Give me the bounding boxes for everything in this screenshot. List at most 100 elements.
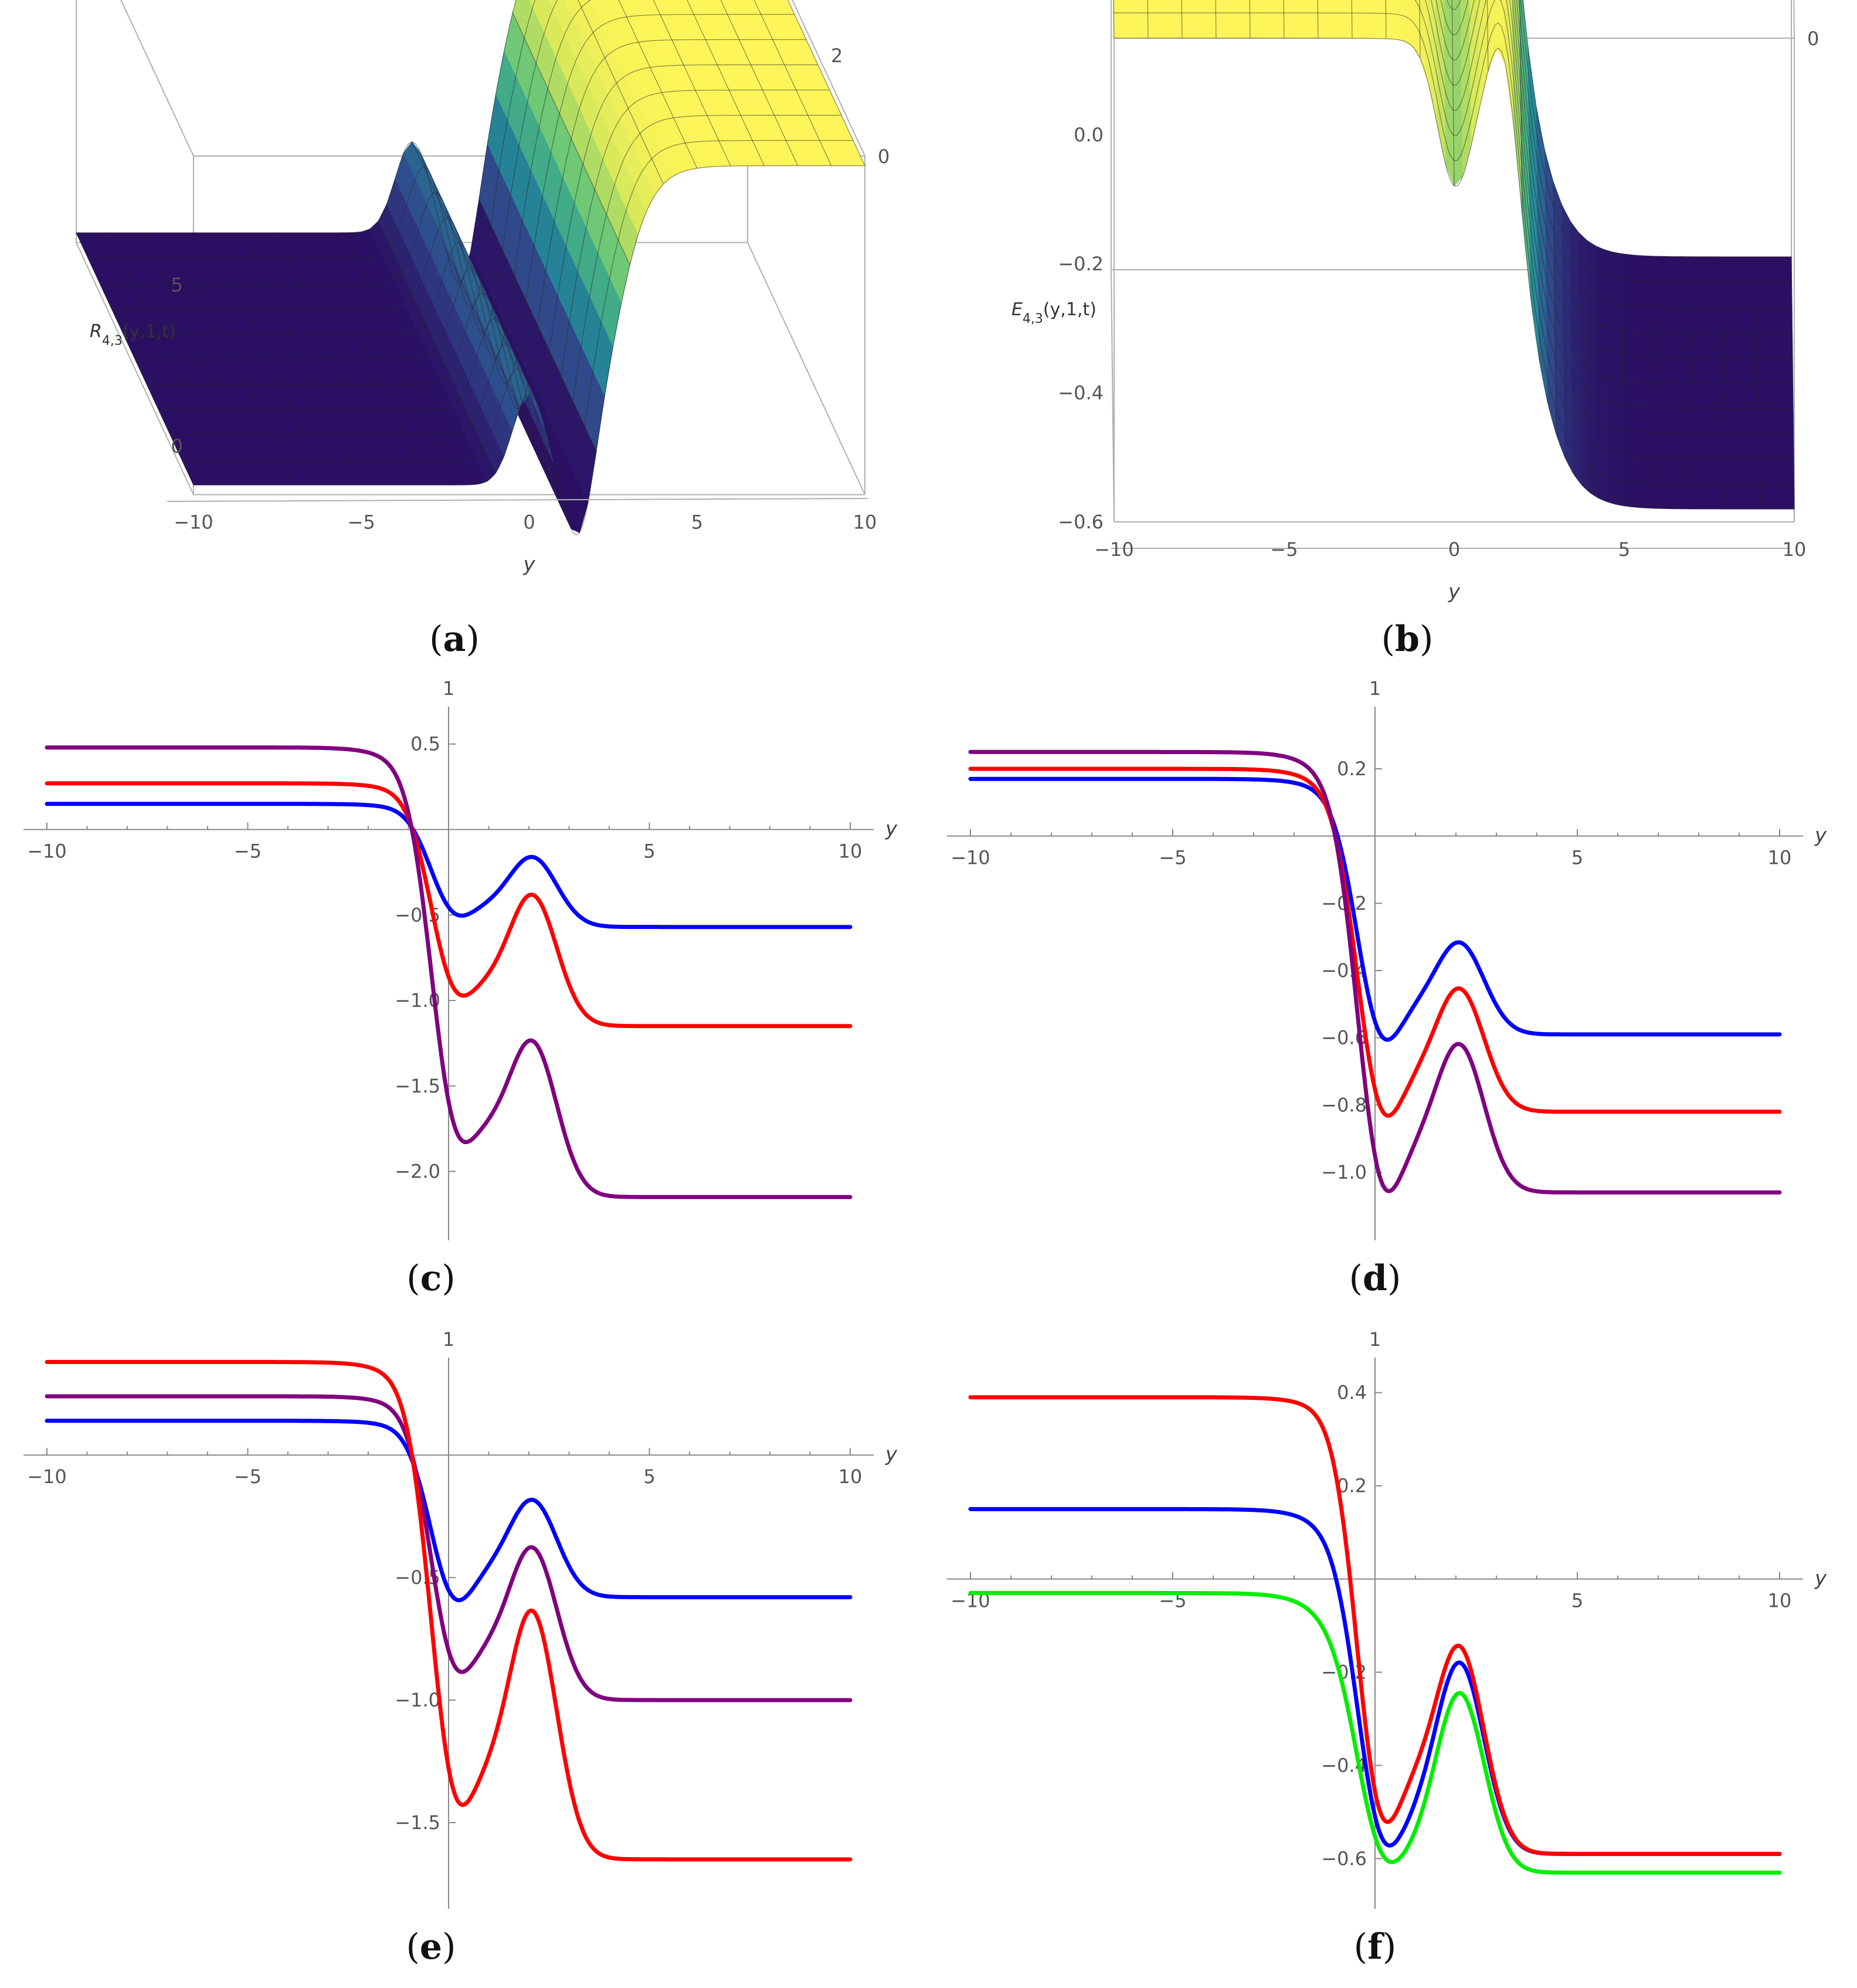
surface-patch	[1605, 350, 1615, 379]
surface-patch	[1216, 12, 1225, 39]
surface-patch	[1757, 307, 1767, 333]
panel-label-letter: e	[420, 1926, 442, 1967]
panel-label: (b)	[1381, 619, 1434, 660]
surface-patch	[1326, 12, 1336, 39]
surface-patch	[1672, 307, 1682, 333]
surface-patch	[1665, 407, 1675, 434]
mesh-line-y	[1519, 0, 1523, 215]
surface-patch	[1708, 433, 1717, 459]
surface-patch	[1267, 12, 1276, 39]
surface-patch	[1275, 12, 1285, 39]
surface-patch	[1732, 256, 1741, 283]
box-edge	[76, 242, 194, 495]
surface-patch	[1740, 307, 1750, 333]
surface-patch	[1742, 458, 1752, 484]
series-2-line	[45, 1360, 853, 1862]
surface-patch	[1638, 306, 1648, 332]
surface-patch	[1758, 332, 1767, 358]
surface-patch	[1777, 483, 1786, 510]
z-label-main: R	[90, 321, 102, 342]
mesh-line-t	[1520, 0, 1792, 283]
surface-patch	[1717, 483, 1727, 510]
panel-a-surface-plot: −10−50510y024t05R4,3(y,1,t)(a)	[76, 0, 890, 660]
series-0-line	[968, 776, 1782, 1042]
x-tick-label: −10	[27, 840, 67, 862]
surface-patch	[1377, 13, 1387, 39]
surface-patch	[1657, 457, 1667, 484]
surface-patch	[1750, 433, 1760, 459]
panel-f-line-plot: −10 −5 5 100.40.2−0.2−0.4−0.6y1(f)	[947, 1328, 1827, 1967]
surface-patch	[1699, 433, 1709, 459]
surface-patch	[1284, 12, 1293, 39]
x-tick-label: 0	[1448, 538, 1460, 561]
surface-patch	[1131, 12, 1140, 39]
surface-patch	[1623, 455, 1633, 482]
surface-patch	[1767, 357, 1776, 384]
surface-patch	[1215, 0, 1225, 13]
y-tick-label: 0.4	[1337, 1382, 1367, 1404]
x-tick-label: −10	[950, 847, 990, 869]
surface-patch	[1597, 396, 1607, 427]
surface-patch	[1741, 382, 1751, 409]
surface-patch	[1690, 357, 1700, 384]
surface-patch	[1698, 307, 1707, 333]
surface-patch	[1672, 256, 1682, 283]
surface-patch	[1309, 0, 1318, 13]
z-tick-label: 5	[171, 274, 183, 296]
surface-patch	[1724, 408, 1734, 434]
surface-patch	[1741, 408, 1751, 434]
y-tick-label: −0.4	[1321, 959, 1367, 982]
mesh-line-y	[243, 232, 362, 486]
surface-patch	[1249, 0, 1259, 13]
surface-patch	[1657, 432, 1666, 459]
surface-patch	[1699, 357, 1708, 384]
panel-e-line-plot: −10 −5 5 10−0.5−1.0−1.5y1(e)	[23, 1328, 898, 1967]
surface-patch	[1783, 256, 1792, 283]
surface-patch	[1664, 306, 1673, 333]
surface-patch	[1607, 476, 1616, 505]
mesh-line-y	[109, 232, 228, 486]
surface-patch	[1250, 12, 1259, 39]
x-tick-label: 5	[643, 1465, 655, 1488]
surface-patch	[1706, 281, 1716, 308]
surface-patch	[1224, 0, 1233, 13]
surface-patch	[1624, 480, 1633, 507]
surface-patch	[1723, 256, 1733, 283]
surface-patch	[1681, 256, 1690, 283]
surface-patch	[1173, 12, 1183, 39]
surface-patch	[1352, 12, 1361, 39]
top-label: 1	[1369, 1328, 1381, 1351]
surface-patch	[1775, 408, 1785, 434]
surface-patch	[1595, 270, 1605, 301]
surface-patch	[1621, 304, 1631, 331]
surface-patch	[1708, 458, 1718, 484]
surface-patch	[1647, 306, 1656, 333]
surface-patch	[1767, 433, 1777, 459]
surface-patch	[1656, 407, 1666, 433]
x-tick-label: 10	[838, 1465, 863, 1488]
surface-patch	[1707, 332, 1716, 358]
surface-patch	[1665, 432, 1675, 459]
surface-patch	[1775, 332, 1784, 358]
surface-patch	[1715, 256, 1724, 283]
surface-patch	[1682, 408, 1692, 434]
y-tick-label: −1.5	[395, 1075, 440, 1097]
series-0-line	[968, 1590, 1782, 1875]
t-axis-label: t	[836, 0, 844, 4]
z-label-main: E	[1011, 300, 1023, 320]
surface-patch	[1674, 433, 1683, 459]
surface-patch	[1673, 332, 1682, 358]
series-1-line	[45, 1394, 853, 1702]
z-tick-label: −0.4	[1058, 382, 1104, 404]
surface-patch	[1767, 408, 1777, 434]
surface-patch	[1674, 458, 1684, 484]
mesh-line-y	[1451, 0, 1455, 186]
surface-patch	[1665, 382, 1675, 409]
x-tick-label: −10	[27, 1465, 67, 1488]
surface-patch	[1700, 483, 1710, 510]
surface-patch	[1775, 382, 1785, 409]
surface-patch	[1740, 256, 1750, 283]
z-tick-label: −0.2	[1058, 253, 1104, 275]
panel-label: (e)	[406, 1926, 456, 1967]
surface-patch	[1774, 307, 1784, 333]
